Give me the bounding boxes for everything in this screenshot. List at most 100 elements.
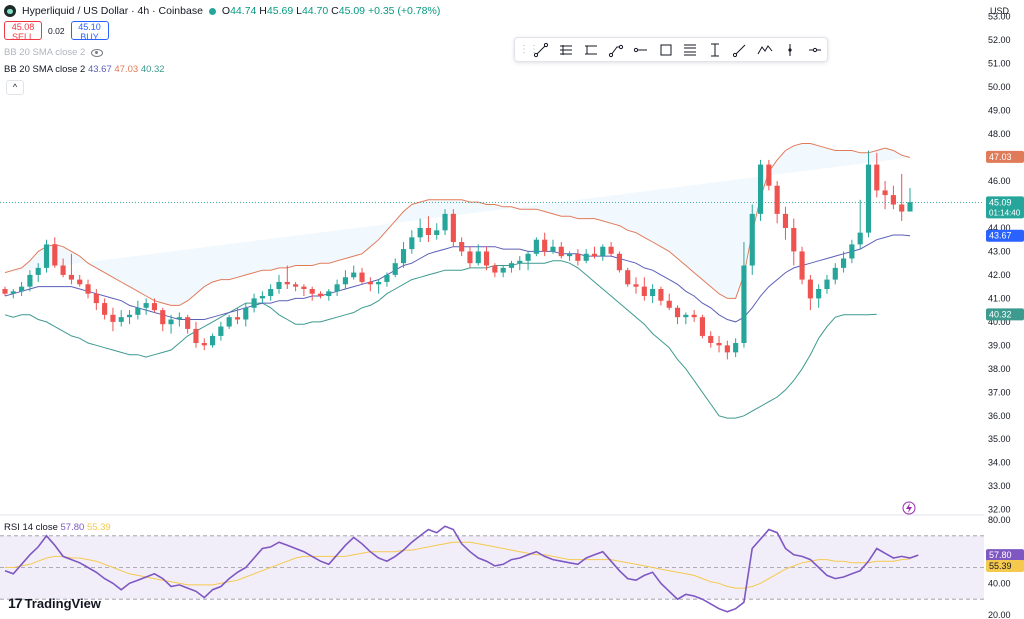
candle[interactable] xyxy=(483,246,490,271)
hidden-indicator-legend[interactable]: BB 20 SMA close 2 xyxy=(4,47,104,58)
candle[interactable] xyxy=(52,237,58,268)
candle[interactable] xyxy=(492,263,498,278)
candle[interactable] xyxy=(450,209,456,247)
candle[interactable] xyxy=(807,274,813,311)
candle[interactable] xyxy=(168,314,174,334)
candle[interactable] xyxy=(27,270,33,292)
candle[interactable] xyxy=(666,293,672,311)
buy-button[interactable]: 45.10 BUY xyxy=(70,21,109,41)
candle[interactable] xyxy=(782,206,789,240)
candle[interactable] xyxy=(234,307,241,325)
candle[interactable] xyxy=(674,305,681,325)
candle[interactable] xyxy=(35,263,41,282)
rsi-legend[interactable]: RSI 14 close 57.80 55.39 xyxy=(4,522,111,533)
candle[interactable] xyxy=(367,277,373,292)
candle[interactable] xyxy=(741,242,747,348)
path-icon[interactable] xyxy=(603,40,628,60)
candle[interactable] xyxy=(60,258,66,278)
candle[interactable] xyxy=(816,284,822,308)
candle[interactable] xyxy=(434,223,440,240)
candle[interactable] xyxy=(442,209,448,236)
candle[interactable] xyxy=(392,258,398,278)
candle[interactable] xyxy=(542,232,548,257)
candle[interactable] xyxy=(326,288,332,301)
candle[interactable] xyxy=(19,281,25,297)
candle[interactable] xyxy=(151,298,158,313)
horizontal-line-icon[interactable] xyxy=(802,40,827,60)
bollinger-legend[interactable]: BB 20 SMA close 2 43.67 47.03 40.32 xyxy=(4,64,165,75)
candle[interactable] xyxy=(85,279,91,299)
candle[interactable] xyxy=(658,286,664,306)
candle[interactable] xyxy=(832,263,838,285)
candle[interactable] xyxy=(857,199,863,250)
candle[interactable] xyxy=(193,321,199,348)
candle[interactable] xyxy=(907,188,913,212)
candle[interactable] xyxy=(791,218,797,266)
candle[interactable] xyxy=(508,260,515,273)
candle[interactable] xyxy=(201,338,207,351)
candle[interactable] xyxy=(799,246,805,285)
candle[interactable] xyxy=(284,265,290,289)
candle[interactable] xyxy=(268,284,274,301)
candle[interactable] xyxy=(143,298,149,315)
candle[interactable] xyxy=(359,267,365,285)
candle[interactable] xyxy=(633,277,639,294)
candle[interactable] xyxy=(417,218,423,243)
candle[interactable] xyxy=(126,310,133,325)
candle[interactable] xyxy=(691,310,697,322)
candle[interactable] xyxy=(77,274,83,287)
candle[interactable] xyxy=(185,314,191,334)
candle[interactable] xyxy=(882,181,888,210)
candle[interactable] xyxy=(160,307,166,332)
vertical-line-icon[interactable] xyxy=(777,40,802,60)
candle[interactable] xyxy=(558,242,564,259)
projection-icon[interactable] xyxy=(703,40,728,60)
candle[interactable] xyxy=(683,312,689,325)
candle[interactable] xyxy=(533,237,539,257)
zigzag-icon[interactable] xyxy=(752,40,777,60)
lightning-icon[interactable] xyxy=(902,501,916,515)
candle[interactable] xyxy=(890,185,896,210)
horizontal-ray-icon[interactable] xyxy=(628,40,653,60)
candle[interactable] xyxy=(93,288,99,311)
candle[interactable] xyxy=(251,293,257,313)
candle[interactable] xyxy=(749,204,755,275)
candle[interactable] xyxy=(400,242,407,268)
candle[interactable] xyxy=(699,314,706,339)
candle[interactable] xyxy=(110,307,116,332)
candle[interactable] xyxy=(68,253,74,285)
currency-label[interactable]: USD xyxy=(990,6,1010,16)
candle[interactable] xyxy=(517,256,523,271)
candle[interactable] xyxy=(351,265,357,280)
candle[interactable] xyxy=(334,279,340,297)
candle[interactable] xyxy=(567,251,573,261)
candle[interactable] xyxy=(293,281,299,292)
candle[interactable] xyxy=(865,150,872,238)
eye-icon[interactable] xyxy=(91,48,104,57)
candle[interactable] xyxy=(475,244,481,266)
candle[interactable] xyxy=(841,251,847,273)
candle[interactable] xyxy=(708,331,714,348)
candle[interactable] xyxy=(459,237,465,257)
candle[interactable] xyxy=(641,277,647,301)
channel-icon[interactable] xyxy=(678,40,703,60)
sell-button[interactable]: 45.08 SELL xyxy=(4,21,42,41)
drag-handle-icon[interactable]: ⋮⋮ xyxy=(519,44,539,55)
rectangle-icon[interactable] xyxy=(653,40,678,60)
candle[interactable] xyxy=(550,239,556,254)
candle[interactable] xyxy=(625,267,631,287)
candle[interactable] xyxy=(849,239,855,264)
candle[interactable] xyxy=(226,314,232,329)
candle[interactable] xyxy=(376,279,382,294)
candle[interactable] xyxy=(616,251,622,273)
candle[interactable] xyxy=(608,242,614,257)
candle[interactable] xyxy=(2,286,8,297)
candle[interactable] xyxy=(176,312,182,327)
trendline-icon[interactable] xyxy=(529,40,554,60)
candle[interactable] xyxy=(317,291,324,299)
candle[interactable] xyxy=(218,321,224,341)
candle[interactable] xyxy=(135,300,141,320)
candle[interactable] xyxy=(583,249,589,264)
pitchfork-icon[interactable] xyxy=(579,40,604,60)
